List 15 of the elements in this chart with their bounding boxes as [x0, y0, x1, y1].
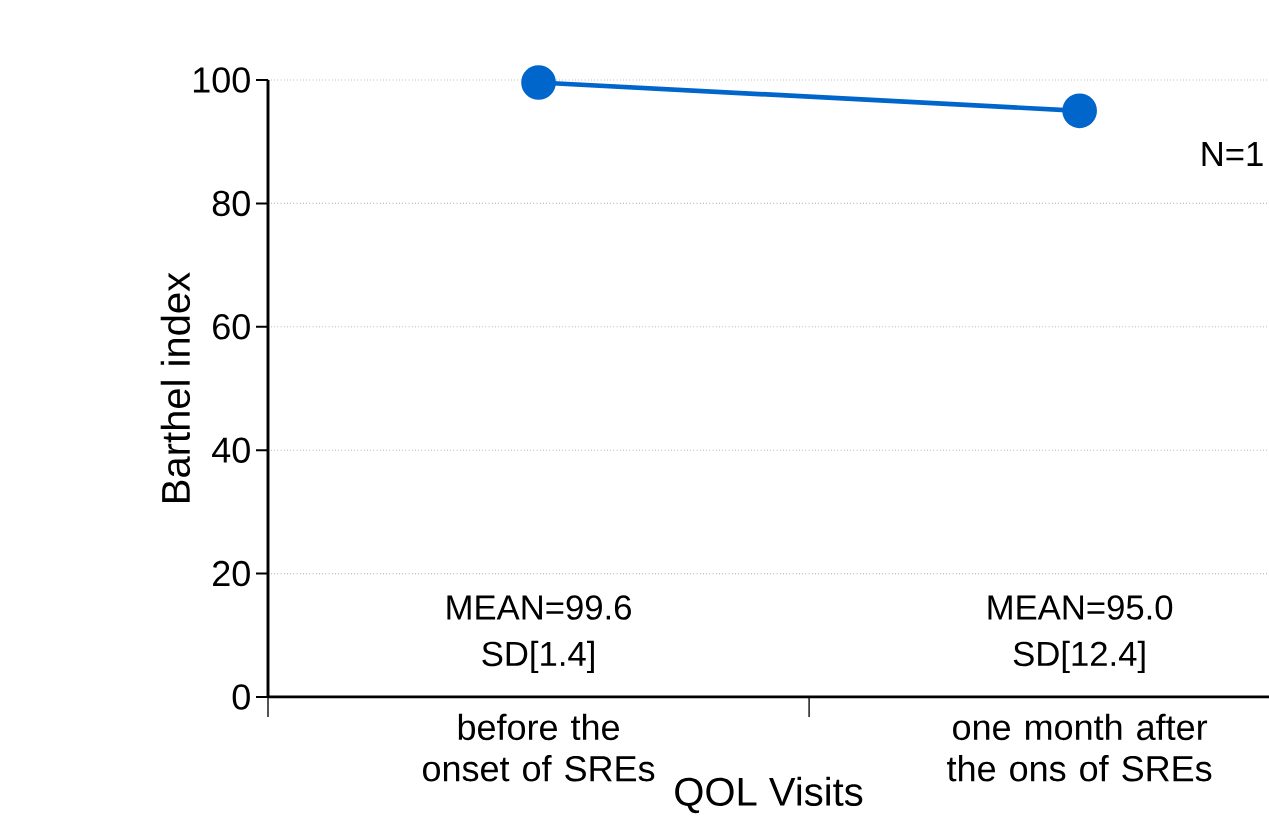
- y-tick-label: 100: [193, 67, 250, 93]
- annotation: MEAN=95.0: [988, 595, 1173, 620]
- annotation: N=1: [1202, 142, 1263, 166]
- y-tick-label: 40: [212, 437, 250, 463]
- annotation: MEAN=99.6: [447, 595, 631, 620]
- x-tick-label: before the onset of SREs: [423, 713, 655, 782]
- annotation: SD[12.4]: [1013, 640, 1145, 674]
- annotation: SD[1.4]: [482, 640, 594, 674]
- x-axis-title: QOL Visits: [675, 776, 863, 814]
- x-tick-label: one month after the ons of SREs: [947, 713, 1212, 782]
- y-axis-title: Barthel index: [160, 272, 191, 502]
- y-tick-label: 60: [213, 314, 250, 340]
- y-tick-label: 80: [212, 190, 250, 217]
- y-tick-label: 0: [232, 684, 250, 710]
- y-tick-label: 20: [213, 560, 250, 587]
